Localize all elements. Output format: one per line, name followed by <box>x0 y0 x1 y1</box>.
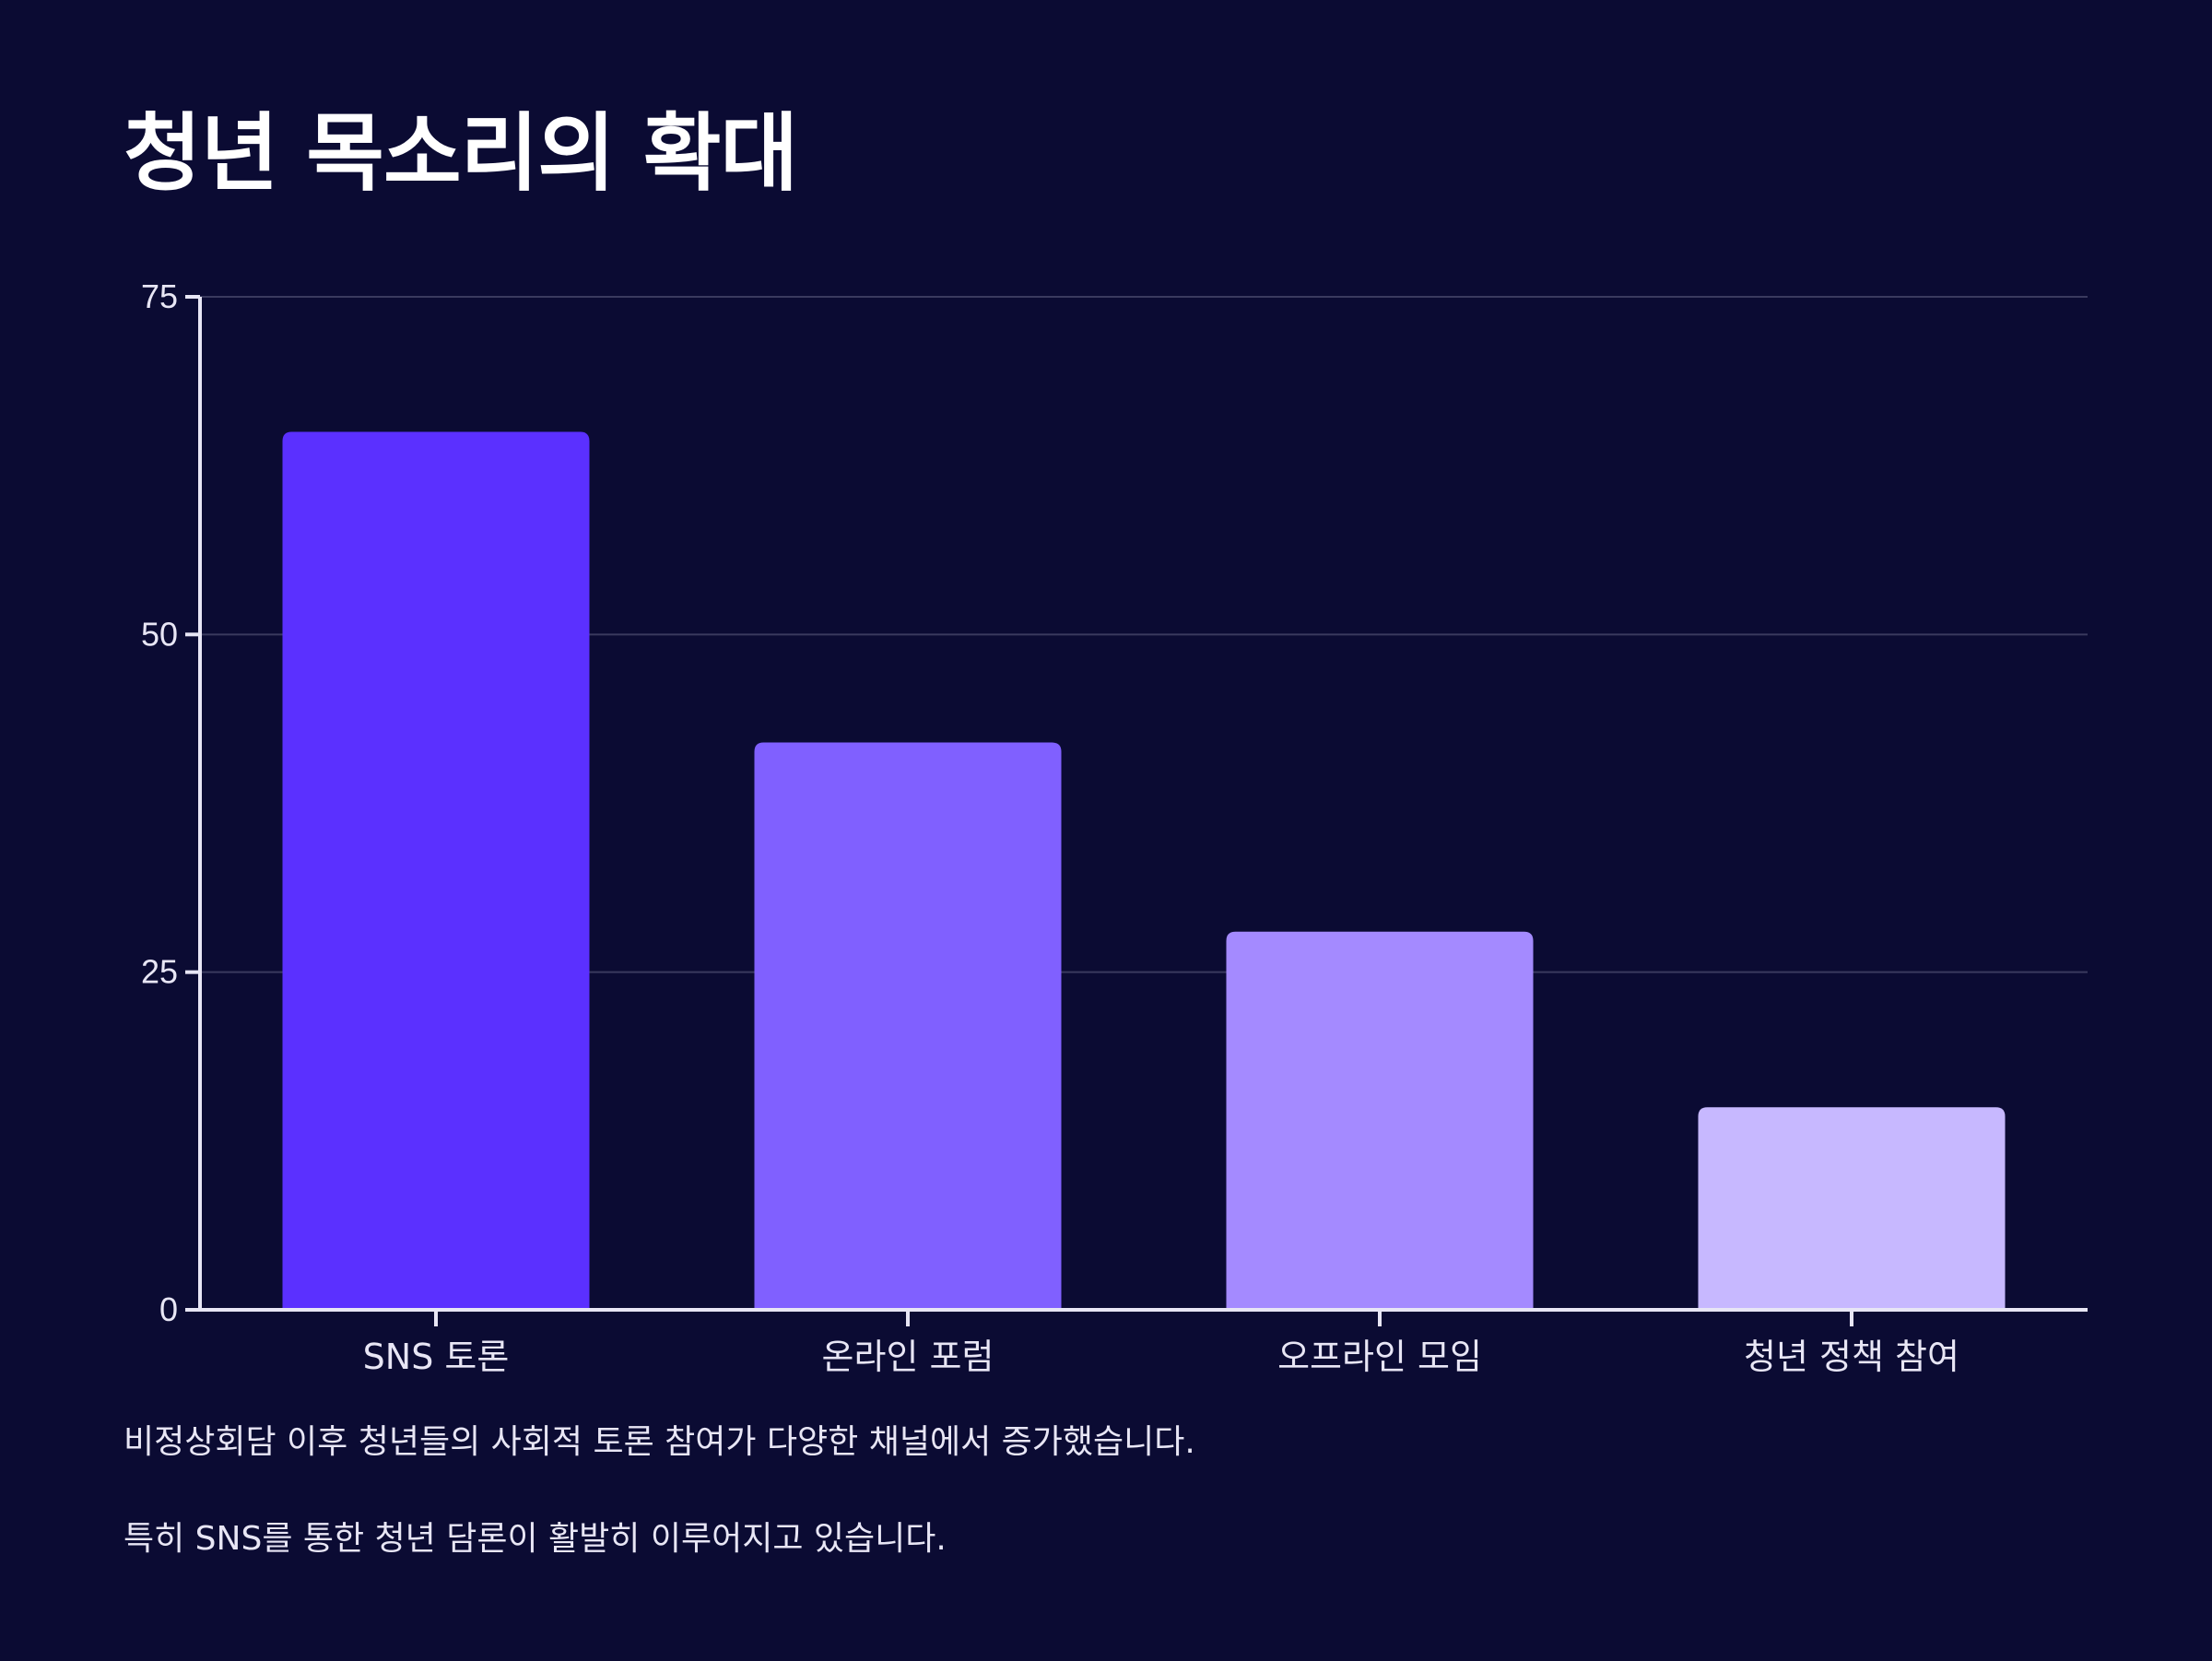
tick-labels: 0 25 50 75 SNS 토론 온라인 포럼 오프라인 모임 청년 정책 참여 <box>141 277 1959 1377</box>
x-tick-label: 오프라인 모임 <box>1277 1337 1482 1377</box>
y-tick-label: 25 <box>141 953 178 991</box>
description-line-2: 특히 SNS를 통한 청년 담론이 활발히 이루어지고 있습니다. <box>124 1520 947 1558</box>
y-tick-label: 75 <box>141 277 178 315</box>
x-tick-label: 청년 정책 참여 <box>1744 1337 1959 1377</box>
x-tick-label: 온라인 포럼 <box>822 1337 994 1377</box>
bar <box>754 742 1062 1310</box>
bar <box>1698 1107 2006 1310</box>
axes <box>185 295 2088 1326</box>
description-line-1: 비정상회담 이후 청년들의 사회적 토론 참여가 다양한 채널에서 증가했습니다… <box>124 1423 1195 1461</box>
y-tick-label: 0 <box>159 1290 178 1328</box>
page-title: 청년 목소리의 확대 <box>124 104 798 203</box>
bar <box>282 431 590 1310</box>
bars <box>282 431 2006 1310</box>
x-tick-label: SNS 토론 <box>363 1337 510 1377</box>
y-tick-label: 50 <box>141 615 178 653</box>
bar <box>1226 931 1534 1310</box>
